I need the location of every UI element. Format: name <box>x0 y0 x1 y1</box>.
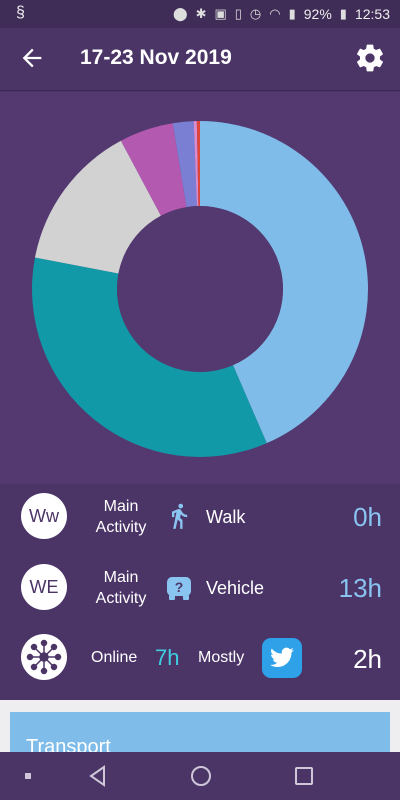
donut-slice-0[interactable] <box>200 121 369 444</box>
location-icon: ⬤ <box>173 6 188 21</box>
label-line-2: Activity <box>95 519 147 536</box>
home-circle-icon[interactable] <box>189 764 213 788</box>
donut-slice-6[interactable] <box>196 121 200 207</box>
network-graph <box>26 639 62 675</box>
activity-name: Vehicle <box>206 578 265 598</box>
label-line-1: Main <box>103 498 139 515</box>
donut-slice-3[interactable] <box>120 123 187 216</box>
donut-hole <box>117 206 283 372</box>
recents-square-icon[interactable] <box>292 764 316 788</box>
menu-dot-icon[interactable] <box>16 764 40 788</box>
stats-panel: Ww Main Activity Walk 0h WE Main Activit… <box>0 484 400 700</box>
activity-donut-chart[interactable] <box>0 92 400 484</box>
status-icons: ⬤ ✱ ▣ ▯ ◷ ◠ ▮ 92% ▮ 12:53 <box>173 0 390 28</box>
activity-hours: 13h <box>338 573 382 603</box>
main-activity-label: Main Activity <box>86 496 156 538</box>
status-bar: § ⬤ ✱ ▣ ▯ ◷ ◠ ▮ 92% ▮ 12:53 <box>0 0 400 28</box>
alarm-icon: ◷ <box>249 6 262 21</box>
clock: 12:53 <box>354 6 390 22</box>
system-nav-bar <box>0 752 400 800</box>
svg-text:?: ? <box>175 579 184 595</box>
app-hours: 2h <box>353 644 382 674</box>
vibrate-icon: ▯ <box>234 6 242 21</box>
walk-icon <box>172 503 188 529</box>
vehicle-icon: ? <box>167 577 191 600</box>
back-arrow-icon[interactable] <box>18 44 46 72</box>
online-label: Online <box>91 649 138 666</box>
app-bar: 17-23 Nov 2019 <box>0 28 400 91</box>
donut-slice-1[interactable] <box>31 257 267 457</box>
back-triangle-icon[interactable] <box>86 764 110 788</box>
wifi-icon: ◠ <box>269 6 281 21</box>
bottom-section: Transport <box>0 700 400 760</box>
signal-icon: ▮ <box>288 6 296 21</box>
settings-gear-icon[interactable] <box>354 42 386 74</box>
main-activity-label: Main Activity <box>86 567 156 609</box>
app-notification-icon: § <box>16 4 25 21</box>
activity-hours: 0h <box>353 502 382 532</box>
twitter-icon[interactable] <box>262 638 302 678</box>
weekday-row[interactable]: Ww Main Activity Walk 0h <box>0 484 400 554</box>
donut-slice-5[interactable] <box>193 121 199 207</box>
mostly-label: Mostly <box>198 649 245 666</box>
label-line-2: Activity <box>95 590 147 607</box>
donut-slice-4[interactable] <box>172 121 197 208</box>
label-line-1: Main <box>103 569 139 586</box>
bluetooth-icon: ✱ <box>195 6 207 21</box>
network-icon <box>21 634 67 680</box>
twitter-bird <box>270 647 294 667</box>
donut-slice-2[interactable] <box>34 140 161 274</box>
activity-name: Walk <box>206 507 246 527</box>
nfc-icon: ▣ <box>214 6 227 21</box>
online-row[interactable]: Online 7h Mostly 2h <box>0 624 400 694</box>
weekend-badge: WE <box>21 564 67 610</box>
battery-percent: 92% <box>303 6 332 22</box>
weekday-badge: Ww <box>21 493 67 539</box>
battery-icon: ▮ <box>339 6 347 21</box>
weekend-row[interactable]: WE Main Activity ? Vehicle 13h <box>0 554 400 624</box>
page-title: 17-23 Nov 2019 <box>80 46 232 69</box>
chart-area <box>0 92 400 484</box>
online-hours: 7h <box>155 645 180 670</box>
